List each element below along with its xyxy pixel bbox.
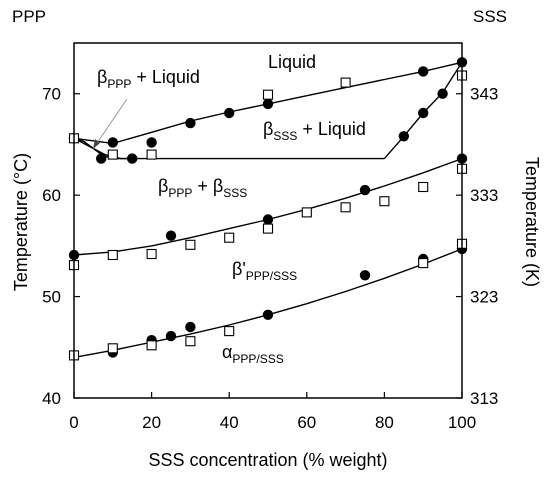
y-right-tick-label: 343 <box>470 85 498 104</box>
y-tick-label: 50 <box>42 288 61 307</box>
filled-circle-point <box>262 98 274 110</box>
open-square-point <box>301 207 312 218</box>
filled-circle-point <box>418 66 429 77</box>
open-square-point <box>146 149 157 160</box>
y-axis-ticks: 40 50 60 70 <box>42 85 80 408</box>
x-tick-label: 80 <box>375 413 394 432</box>
plot-frame <box>73 42 463 399</box>
region-pointer-arrowhead <box>93 139 100 149</box>
x-tick-label: 100 <box>448 413 476 432</box>
open-square-point <box>146 340 157 351</box>
filled-circle-point <box>107 137 119 148</box>
y-right-tick-label: 333 <box>470 186 498 205</box>
open-square-point <box>340 77 351 88</box>
filled-circle-point <box>262 309 274 320</box>
filled-circle-point <box>359 184 371 196</box>
filled-circle-point <box>437 88 448 99</box>
filled-circle-point <box>418 107 429 119</box>
open-square-point <box>107 343 118 354</box>
y-axis-label: Temperature (°C) <box>11 153 31 291</box>
y-right-axis-ticks: 313 323 333 343 <box>456 85 498 408</box>
region-label-alpha: αPPP/SSS <box>222 342 284 366</box>
filled-circle-point <box>185 321 196 333</box>
filled-circle-point <box>165 230 177 241</box>
open-square-point <box>224 232 235 243</box>
y-tick-label: 60 <box>42 186 61 205</box>
x-axis-label: SSS concentration (% weight) <box>148 450 387 470</box>
y-tick-label: 70 <box>42 85 61 104</box>
filled-circle-point <box>185 117 196 129</box>
filled-circle-point <box>359 270 371 281</box>
x-tick-label: 60 <box>297 413 316 432</box>
open-square-point <box>146 248 157 260</box>
filled-circle-point <box>96 153 107 164</box>
open-square-point <box>262 223 274 234</box>
phase-boundary-curve-5 <box>73 157 463 256</box>
corner-label-right: SSS <box>473 7 507 26</box>
corner-label-left: PPP <box>12 7 46 26</box>
y-right-axis-label: Temperature (K) <box>522 157 542 287</box>
y-right-tick-label: 323 <box>470 288 498 307</box>
filled-circle-point <box>165 330 177 342</box>
open-square-point <box>185 239 196 250</box>
x-tick-label: 0 <box>69 413 78 432</box>
data-markers <box>68 57 468 361</box>
open-square-point <box>107 149 118 160</box>
phase-boundary-curve-6 <box>73 248 463 359</box>
open-square-point <box>185 336 196 347</box>
open-square-point <box>418 258 429 269</box>
filled-circle-point <box>262 214 274 225</box>
y-tick-label: 40 <box>42 389 61 408</box>
region-label-liquid: Liquid <box>268 52 316 72</box>
open-square-point <box>224 326 235 337</box>
open-square-point <box>107 249 118 261</box>
region-pointer-line <box>92 98 128 150</box>
x-axis-ticks: 0 20 40 60 80 100 <box>69 392 476 432</box>
open-square-point <box>379 196 390 207</box>
region-label-bppp-liquid: βPPP + Liquid <box>97 67 200 91</box>
filled-circle-point <box>398 131 409 142</box>
open-square-point <box>340 202 351 213</box>
filled-circle-point <box>146 137 157 148</box>
filled-circle-point <box>127 153 138 164</box>
region-label-bppp-bsss: βPPP + βSSS <box>158 176 247 200</box>
x-tick-label: 20 <box>142 413 161 432</box>
x-tick-label: 40 <box>220 413 239 432</box>
region-label-bsss-liquid: βSSS + Liquid <box>263 119 366 143</box>
filled-circle-point <box>224 107 235 119</box>
y-right-tick-label: 313 <box>470 389 498 408</box>
open-square-point <box>262 89 274 100</box>
open-square-point <box>418 181 429 193</box>
region-label-beta-prime: β'PPP/SSS <box>232 259 297 283</box>
